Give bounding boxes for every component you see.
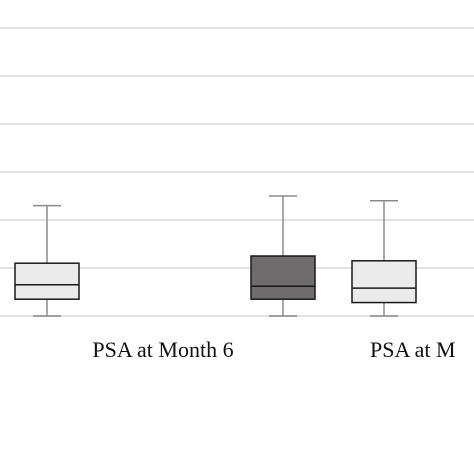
category-label-psa-month-6: PSA at Month 6	[92, 337, 233, 362]
category-label-psa-m: PSA at M	[370, 337, 456, 362]
interquartile-box	[250, 255, 316, 300]
box-plots	[14, 195, 417, 317]
interquartile-box	[351, 260, 417, 304]
box-plot	[250, 195, 316, 317]
box-plot	[14, 204, 80, 317]
category-labels: PSA at Month 6 PSA at M	[92, 337, 455, 362]
interquartile-box	[14, 262, 80, 300]
box-plot	[351, 200, 417, 317]
